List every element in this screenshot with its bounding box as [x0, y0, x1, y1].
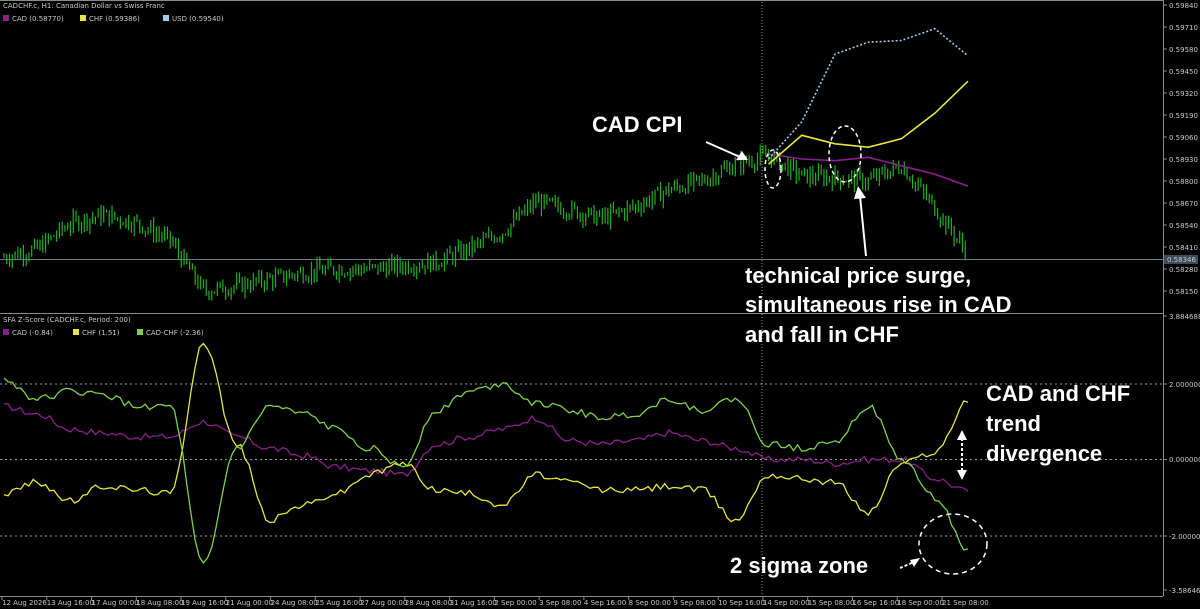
- z-tick-top: 3.884688: [1169, 313, 1200, 321]
- z-line-chf: [3, 342, 969, 524]
- annotation-surge-2: simultaneous rise in CAD: [745, 292, 1012, 317]
- legend-swatch-z-cad: [3, 329, 9, 335]
- z-score-lines: [3, 342, 969, 564]
- series-line-chf: [768, 80, 969, 165]
- annotations: CAD CPI technical price surge, simultane…: [592, 112, 1130, 578]
- z-tick-neg2: -2.000000: [1169, 533, 1200, 541]
- legend-label-chf: CHF (0.59386): [89, 15, 140, 23]
- price-tick-label: 0.58670: [1169, 200, 1198, 208]
- price-tick-label: 0.58150: [1169, 288, 1198, 296]
- annotation-divergence-1: CAD and CHF: [986, 381, 1130, 406]
- legend-swatch-cad: [3, 15, 9, 21]
- time-tick-label: 14 Sep 00:00: [763, 599, 810, 607]
- time-tick-label: 3 Sep 08:00: [539, 599, 581, 607]
- z-tick-2: 2.000000: [1169, 381, 1200, 389]
- time-tick-label: 27 Aug 00:00: [360, 599, 407, 607]
- time-tick-label: 9 Sep 08:00: [673, 599, 715, 607]
- legend-label-z-cadchf: CAD-CHF (-2.36): [146, 329, 204, 337]
- time-tick-label: 4 Sep 16:00: [584, 599, 626, 607]
- time-tick-label: 2 Sep 00:00: [494, 599, 536, 607]
- divergence-arrowhead-down: [957, 470, 967, 480]
- legend-label-z-chf: CHF (1.51): [82, 329, 120, 337]
- top-overlay-lines: [768, 27, 969, 187]
- price-tick-label: 0.58930: [1169, 156, 1198, 164]
- time-tick-label: 18 Sep 00:00: [897, 599, 944, 607]
- surge-ellipse-1: [764, 149, 782, 189]
- z-tick-bottom: -3.586464: [1169, 587, 1200, 595]
- annotation-surge-3: and fall in CHF: [745, 322, 899, 347]
- price-axis: 0.59840 0.59710 0.59580 0.59450 0.59320 0.591…: [1163, 2, 1198, 296]
- time-tick-label: 25 Aug 16:00: [315, 599, 362, 607]
- price-tick-label: 0.58280: [1169, 266, 1198, 274]
- legend-label-usd: USD (0.59540): [172, 15, 224, 23]
- legend-swatch-usd: [163, 15, 169, 21]
- annotation-surge-1: technical price surge,: [745, 263, 971, 288]
- surge-ellipse-2: [828, 125, 862, 183]
- current-price-badge: 0.58346: [1164, 255, 1198, 264]
- current-price-label: 0.58346: [1167, 256, 1196, 264]
- sigma-arrow-line: [899, 561, 915, 569]
- time-tick-label: 21 Sep 08:00: [942, 599, 989, 607]
- price-tick-label: 0.59320: [1169, 90, 1198, 98]
- top-panel-title: CADCHF.c, H1: Canadian Dollar vs Swiss F…: [3, 2, 165, 10]
- legend-swatch-chf: [80, 15, 86, 21]
- price-candles: [3, 144, 966, 301]
- divergence-arrowhead-up: [957, 430, 967, 440]
- annotation-sigma: 2 sigma zone: [730, 553, 868, 578]
- annotation-cad-cpi: CAD CPI: [592, 112, 682, 137]
- top-panel: [0, 0, 1164, 596]
- time-tick-label: 16 Sep 16:00: [852, 599, 899, 607]
- price-tick-label: 0.59060: [1169, 134, 1198, 142]
- time-tick-label: 21 Aug 00:00: [226, 599, 273, 607]
- time-tick-label: 8 Sep 00:00: [629, 599, 671, 607]
- legend-label-cad: CAD (0.58770): [12, 15, 64, 23]
- time-tick-label: 13 Aug 16:00: [47, 599, 94, 607]
- z-line-cad-chf: [3, 377, 969, 564]
- price-tick-label: 0.58410: [1169, 244, 1198, 252]
- price-tick-label: 0.58800: [1169, 178, 1198, 186]
- cpi-arrowhead: [736, 151, 748, 160]
- time-tick-label: 31 Aug 16:00: [450, 599, 497, 607]
- cpi-arrow-line: [705, 141, 741, 158]
- time-tick-label: 19 Aug 16:00: [181, 599, 228, 607]
- surge-arrow-line: [859, 195, 867, 257]
- price-tick-label: 0.59450: [1169, 68, 1198, 76]
- time-tick-label: 18 Aug 08:00: [136, 599, 183, 607]
- bottom-legend: CAD (-0.84) CHF (1.51) CAD-CHF (-2.36): [3, 329, 204, 337]
- price-tick-label: 0.59710: [1169, 24, 1198, 32]
- time-tick-label: 28 Aug 08:00: [405, 599, 452, 607]
- time-tick-label: 10 Sep 16:00: [718, 599, 765, 607]
- legend-swatch-z-chf: [73, 329, 79, 335]
- series-line-cad: [768, 153, 969, 187]
- price-tick-label: 0.58540: [1169, 222, 1198, 230]
- sigma-zone-ellipse: [918, 513, 988, 575]
- series-line-usd: [768, 27, 969, 160]
- time-tick-label: 15 Sep 08:00: [808, 599, 855, 607]
- z-gridlines: [0, 383, 1163, 537]
- price-tick-label: 0.59580: [1169, 46, 1198, 54]
- z-axis: 3.884688 2.000000 0.000000 -2.000000 -3.…: [1163, 313, 1200, 595]
- bottom-panel-title: SFA Z-Score (CADCHF.c, Period: 200): [3, 316, 131, 324]
- legend-swatch-z-cadchf: [137, 329, 143, 335]
- price-tick-label: 0.59190: [1169, 112, 1198, 120]
- annotation-divergence-2: trend: [986, 411, 1041, 436]
- time-tick-label: 12 Aug 2026: [2, 599, 47, 607]
- sigma-arrowhead: [910, 558, 920, 567]
- top-legend: CAD (0.58770) CHF (0.59386) USD (0.59540…: [3, 15, 224, 23]
- time-tick-label: 17 Aug 00:00: [92, 599, 139, 607]
- z-line-cad: [3, 403, 969, 492]
- price-tick-label: 0.59840: [1169, 2, 1198, 10]
- time-tick-label: 24 Aug 08:00: [271, 599, 318, 607]
- z-tick-0: 0.000000: [1169, 456, 1200, 464]
- annotation-divergence-3: divergence: [986, 441, 1102, 466]
- legend-label-z-cad: CAD (-0.84): [12, 329, 53, 337]
- surge-arrowhead: [854, 186, 866, 199]
